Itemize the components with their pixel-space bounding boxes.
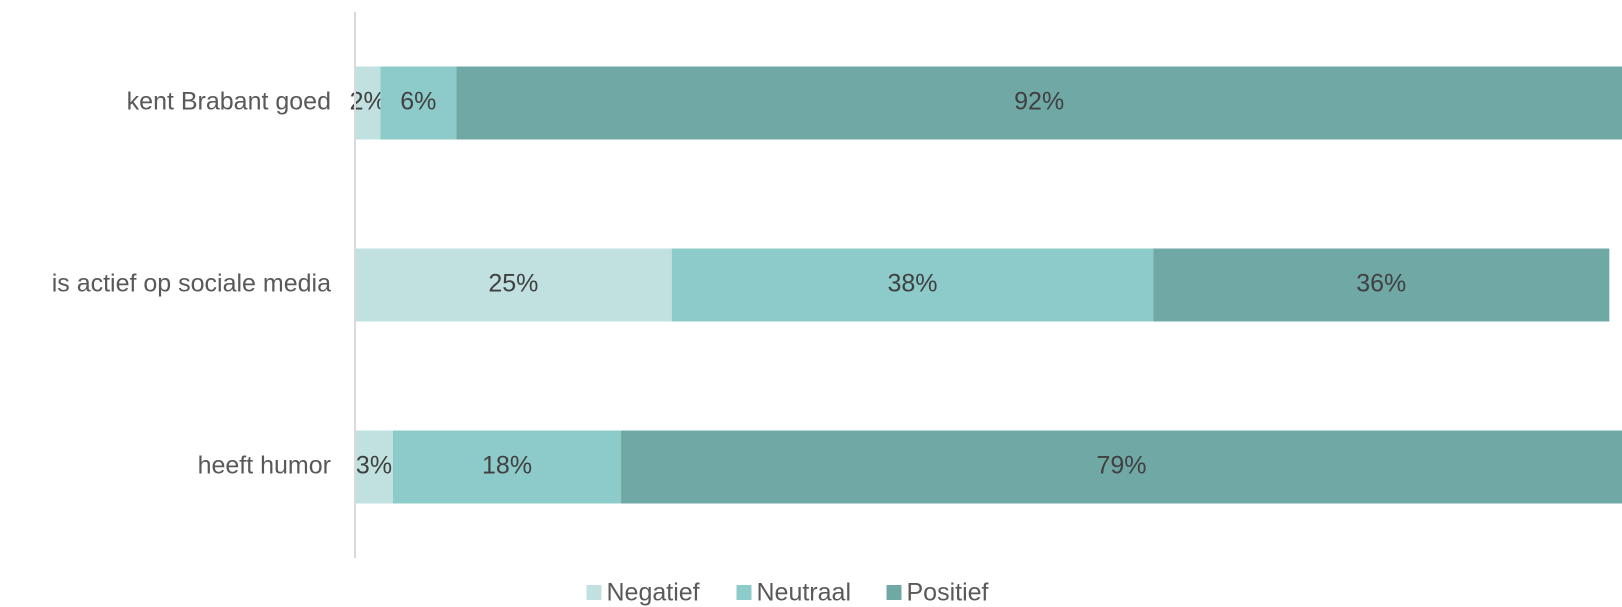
data-label: 25% xyxy=(488,270,538,298)
bar-segment xyxy=(393,430,622,504)
bar-segment xyxy=(355,248,672,322)
bar-segment xyxy=(621,430,1622,504)
data-label: 18% xyxy=(482,452,532,480)
data-label: 38% xyxy=(887,270,937,298)
bar-segment xyxy=(380,66,457,140)
legend-label: Negatief xyxy=(607,579,700,607)
y-tick-label: heeft humor xyxy=(198,452,331,480)
data-label: 92% xyxy=(1014,88,1064,116)
bar-segment xyxy=(456,66,1622,140)
legend-swatch xyxy=(886,585,902,600)
y-tick-label: is actief op sociale media xyxy=(52,270,331,298)
legend-label: Neutraal xyxy=(757,579,852,607)
bar-segment xyxy=(1153,248,1610,322)
data-label: 79% xyxy=(1097,452,1147,480)
legend-label: Positief xyxy=(907,579,989,607)
y-tick-label: kent Brabant goed xyxy=(127,88,331,116)
legend-swatch xyxy=(586,585,602,600)
data-label: 3% xyxy=(356,452,392,480)
legend-swatch xyxy=(736,585,752,600)
data-label: 6% xyxy=(400,88,436,116)
bar-segment xyxy=(355,430,394,504)
bar-segment xyxy=(355,66,381,140)
bar-segment xyxy=(671,248,1154,322)
data-label: 36% xyxy=(1356,270,1406,298)
